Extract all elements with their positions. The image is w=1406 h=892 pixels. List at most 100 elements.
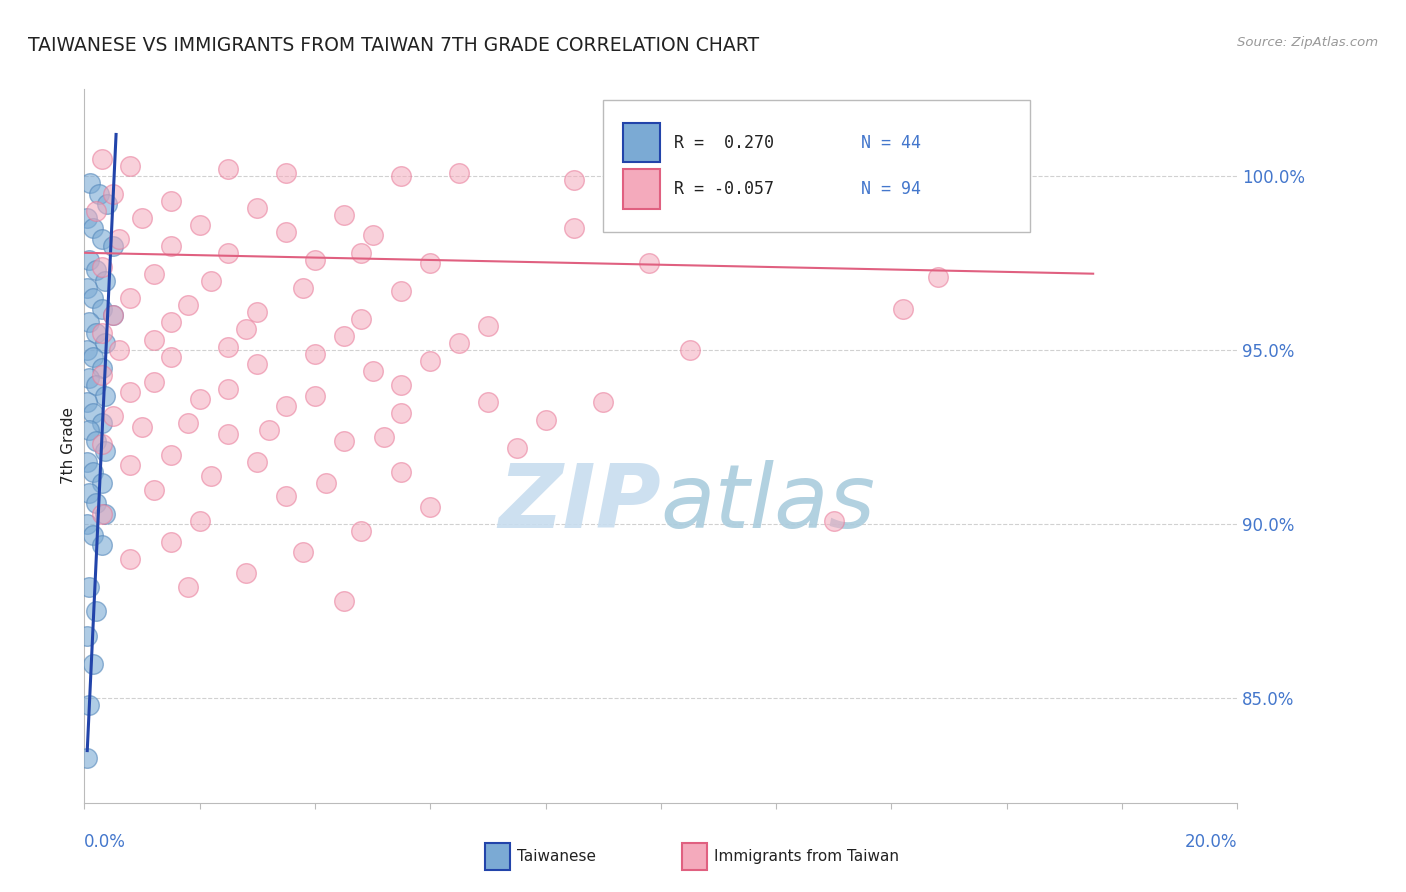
- Point: [391, 169, 413, 184]
- Point: [391, 406, 413, 420]
- Point: [200, 274, 222, 288]
- Point: [76, 750, 98, 764]
- Point: [79, 176, 101, 190]
- Point: [304, 252, 326, 267]
- Point: [350, 524, 373, 539]
- Point: [93, 388, 115, 402]
- Point: [246, 201, 269, 215]
- Point: [160, 194, 183, 208]
- Text: N = 44: N = 44: [862, 134, 921, 152]
- Point: [93, 444, 115, 458]
- Point: [506, 441, 529, 455]
- Point: [315, 475, 337, 490]
- Point: [477, 395, 499, 409]
- Text: atlas: atlas: [661, 460, 876, 546]
- Point: [534, 413, 557, 427]
- Point: [160, 534, 183, 549]
- Point: [177, 417, 200, 431]
- Point: [765, 204, 787, 219]
- Point: [87, 186, 110, 201]
- Point: [82, 657, 104, 671]
- Point: [564, 221, 586, 235]
- Point: [131, 420, 153, 434]
- Point: [103, 409, 124, 424]
- Point: [235, 322, 257, 336]
- Point: [927, 270, 949, 285]
- Point: [77, 252, 100, 267]
- FancyBboxPatch shape: [603, 100, 1029, 232]
- Point: [103, 309, 124, 323]
- Point: [108, 232, 131, 246]
- Point: [246, 305, 269, 319]
- Point: [84, 434, 107, 448]
- Point: [142, 375, 165, 389]
- Text: N = 94: N = 94: [862, 180, 921, 198]
- Point: [333, 434, 356, 448]
- Point: [90, 232, 112, 246]
- Point: [679, 343, 702, 358]
- Point: [235, 566, 257, 580]
- Point: [90, 538, 112, 552]
- Point: [419, 353, 441, 368]
- Point: [276, 225, 298, 239]
- Point: [90, 475, 112, 490]
- Point: [90, 360, 112, 375]
- Point: [333, 594, 356, 608]
- Text: R =  0.270: R = 0.270: [673, 134, 773, 152]
- Point: [84, 263, 107, 277]
- Point: [84, 496, 107, 510]
- Point: [96, 197, 118, 211]
- Point: [103, 186, 124, 201]
- Text: TAIWANESE VS IMMIGRANTS FROM TAIWAN 7TH GRADE CORRELATION CHART: TAIWANESE VS IMMIGRANTS FROM TAIWAN 7TH …: [28, 36, 759, 54]
- Y-axis label: 7th Grade: 7th Grade: [60, 408, 76, 484]
- Point: [76, 629, 98, 643]
- Point: [304, 388, 326, 402]
- Text: ZIP: ZIP: [498, 459, 661, 547]
- Point: [103, 239, 124, 253]
- Point: [84, 604, 107, 618]
- Text: Taiwanese: Taiwanese: [517, 849, 596, 863]
- Point: [76, 517, 98, 532]
- Point: [82, 291, 104, 305]
- Point: [76, 280, 98, 294]
- Point: [333, 207, 356, 221]
- Point: [82, 350, 104, 364]
- Point: [90, 326, 112, 340]
- Point: [188, 218, 211, 232]
- Point: [391, 284, 413, 298]
- Point: [218, 382, 240, 396]
- Point: [131, 211, 153, 225]
- Point: [120, 159, 142, 173]
- Point: [160, 239, 183, 253]
- Point: [90, 507, 112, 521]
- Point: [188, 392, 211, 406]
- Point: [82, 528, 104, 542]
- Point: [93, 507, 115, 521]
- Point: [90, 260, 112, 274]
- Point: [304, 347, 326, 361]
- Point: [76, 455, 98, 469]
- Point: [84, 378, 107, 392]
- Point: [218, 245, 240, 260]
- Point: [160, 448, 183, 462]
- Point: [93, 336, 115, 351]
- Point: [160, 350, 183, 364]
- Point: [419, 256, 441, 270]
- Point: [218, 340, 240, 354]
- Point: [276, 490, 298, 504]
- Point: [391, 378, 413, 392]
- Point: [361, 364, 384, 378]
- Point: [77, 315, 100, 329]
- Point: [77, 698, 100, 713]
- Text: Source: ZipAtlas.com: Source: ZipAtlas.com: [1237, 36, 1378, 49]
- Point: [84, 326, 107, 340]
- Point: [177, 580, 200, 594]
- Point: [449, 336, 471, 351]
- Point: [142, 483, 165, 497]
- Point: [120, 552, 142, 566]
- Point: [77, 371, 100, 385]
- Point: [84, 204, 107, 219]
- Point: [246, 455, 269, 469]
- Point: [391, 465, 413, 479]
- Point: [108, 343, 131, 358]
